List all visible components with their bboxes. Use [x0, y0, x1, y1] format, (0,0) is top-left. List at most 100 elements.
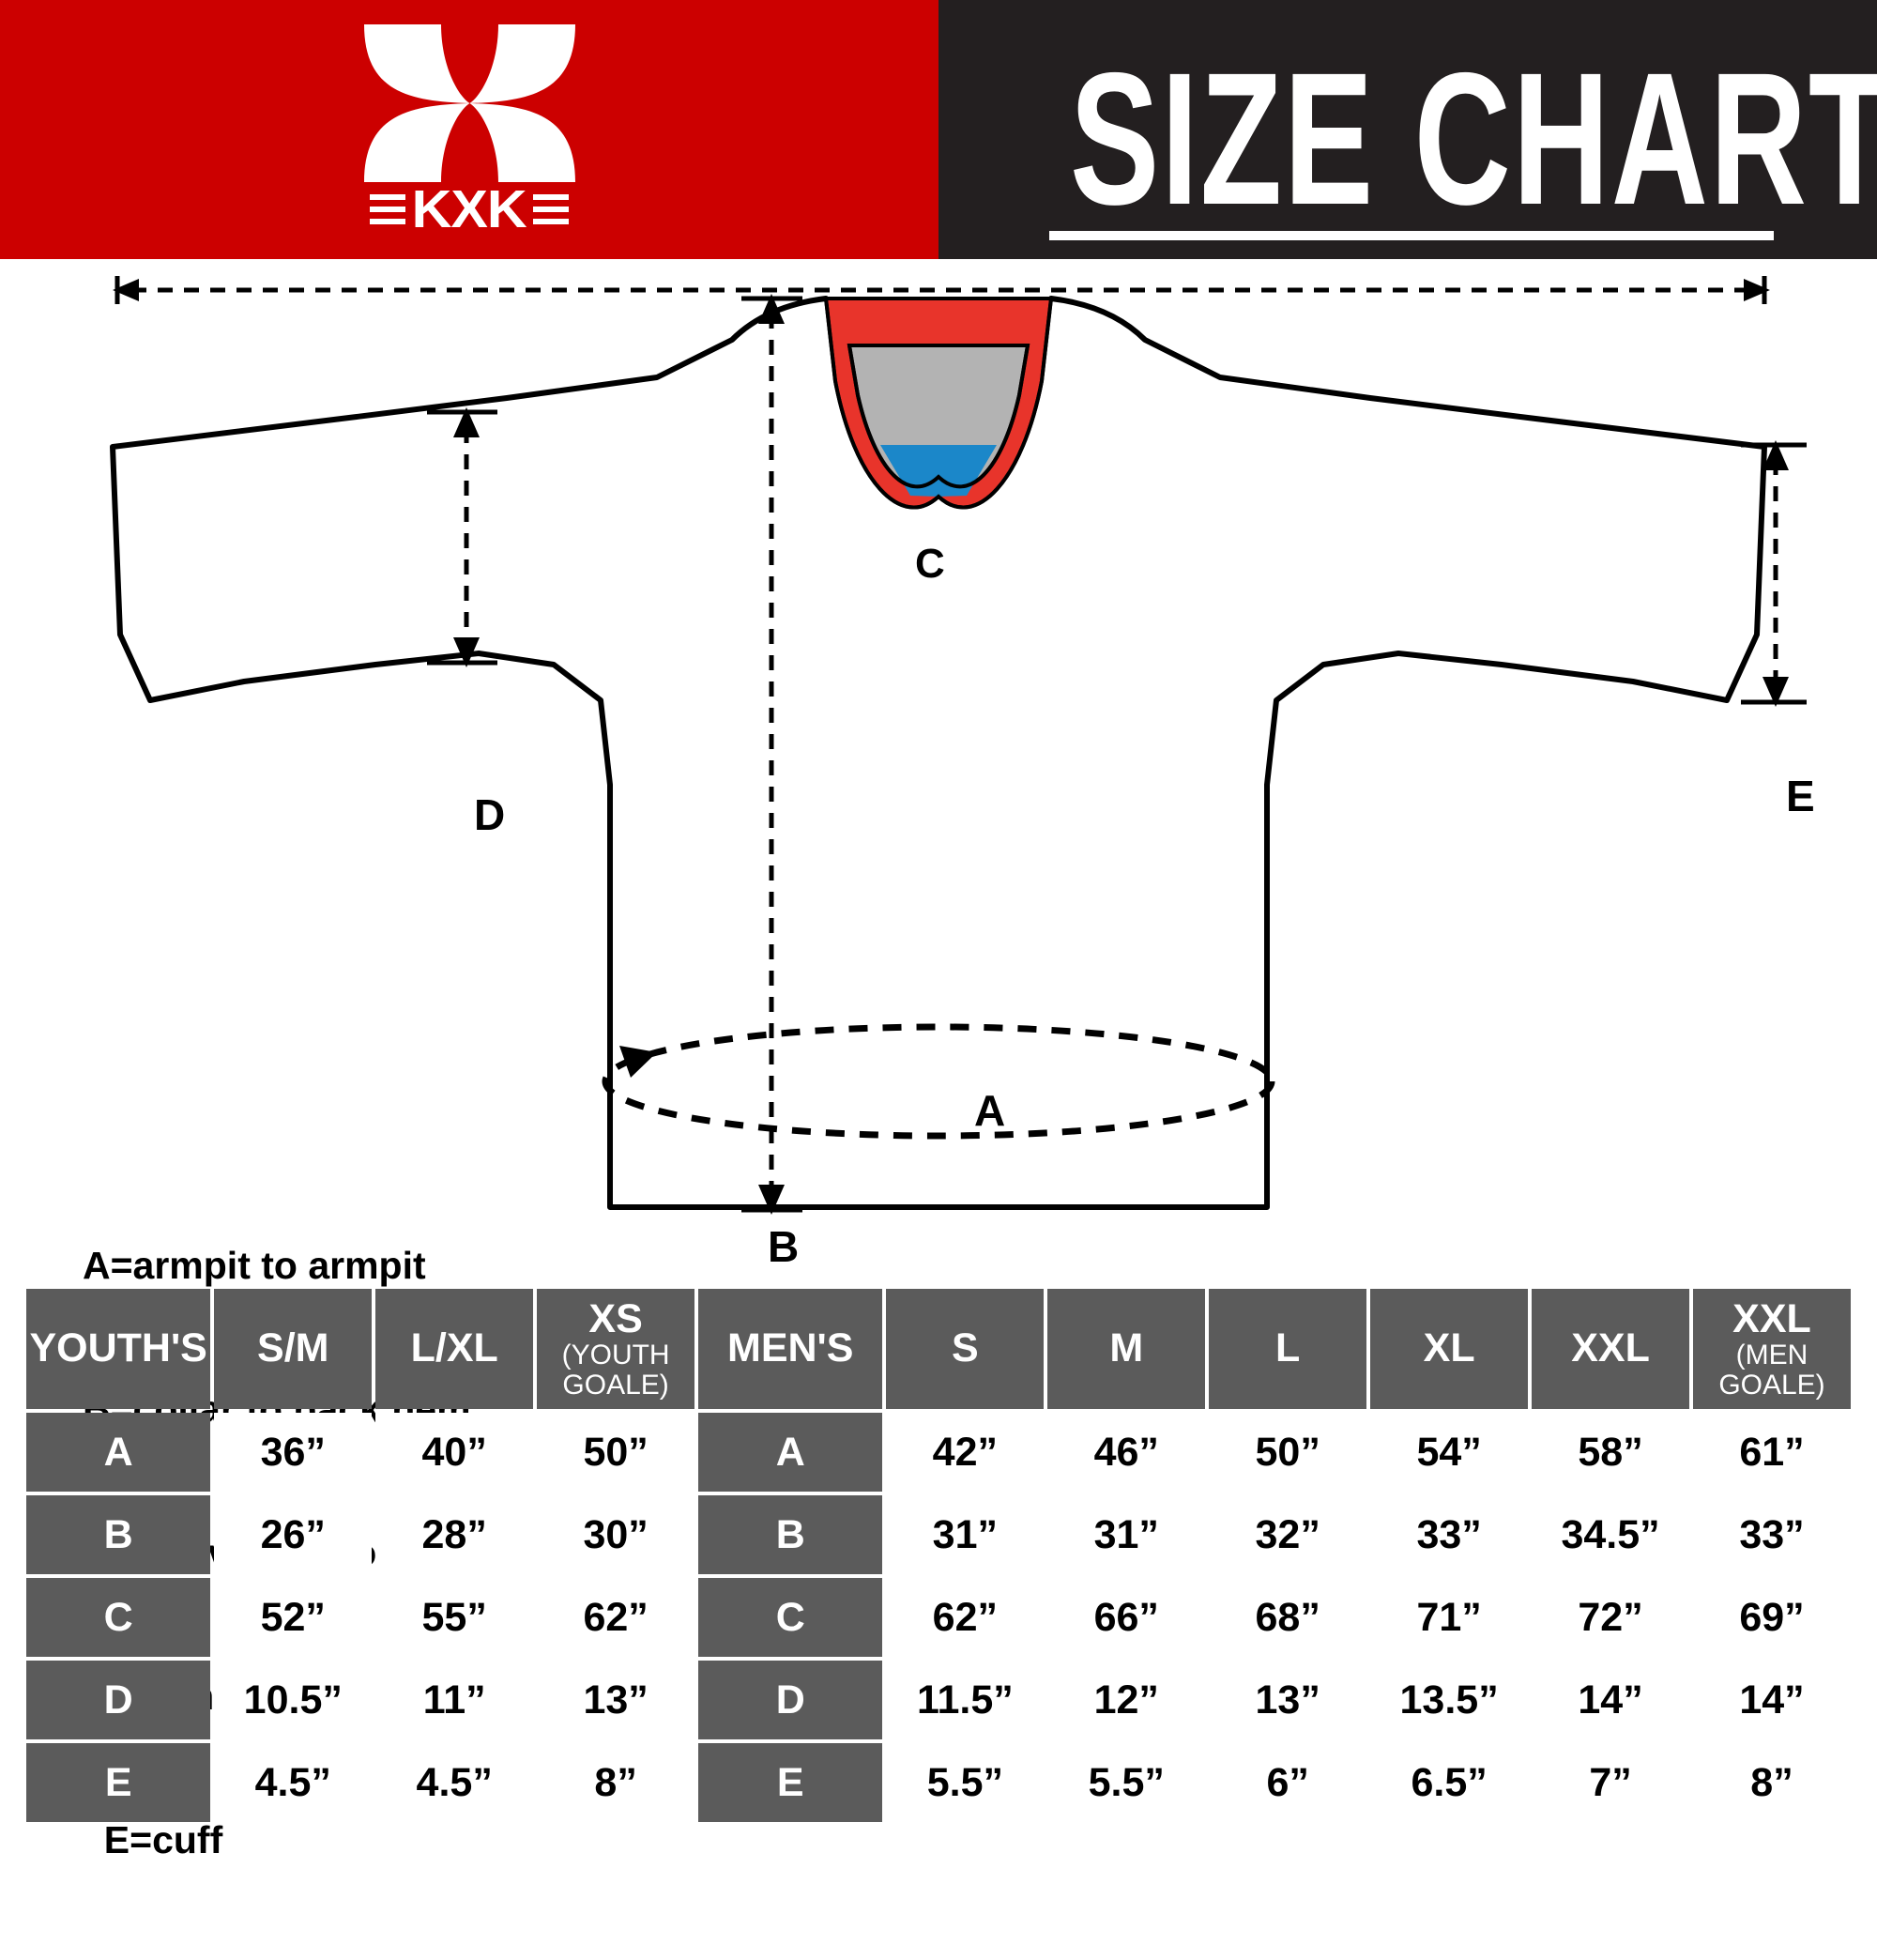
header-main-label: L — [1275, 1325, 1301, 1371]
size-table-container: YOUTH'S S/M L/XL XS (YOUTH GOALE) MEN'S S M L XL X… — [23, 1285, 1854, 1826]
header-main-label: S/M — [257, 1325, 329, 1371]
cell-youth-B-0: 26” — [214, 1495, 373, 1574]
header-mens-col-2: L — [1209, 1289, 1367, 1409]
cell-mens-A-5: 61” — [1693, 1413, 1851, 1492]
collar-outline-redraw — [823, 297, 1054, 510]
cell-mens-C-5: 69” — [1693, 1578, 1851, 1657]
cell-youth-B-2: 30” — [537, 1495, 695, 1574]
cell-youth-D-1: 11” — [375, 1661, 534, 1739]
header-main-label: XXL — [1732, 1295, 1811, 1341]
table-header-row: YOUTH'S S/M L/XL XS (YOUTH GOALE) MEN'S S M L XL X… — [26, 1289, 1851, 1409]
cell-mens-A-4: 58” — [1532, 1413, 1689, 1492]
cell-youth-A-1: 40” — [375, 1413, 534, 1492]
header-main-label: XXL — [1571, 1325, 1650, 1371]
dimension-D-arrow — [427, 407, 497, 667]
jersey-outline — [110, 296, 1767, 1210]
cell-youth-D-0: 10.5” — [214, 1661, 373, 1739]
cell-mens-E-5: 8” — [1693, 1743, 1851, 1822]
cell-mens-D-3: 13.5” — [1370, 1661, 1529, 1739]
header-mens-col-0: S — [886, 1289, 1045, 1409]
dimension-C-arrow — [113, 276, 1770, 304]
row-label-youth-A: A — [26, 1413, 211, 1492]
row-label-mens-E: E — [698, 1743, 883, 1822]
cell-youth-E-1: 4.5” — [375, 1743, 534, 1822]
cell-mens-E-4: 7” — [1532, 1743, 1689, 1822]
row-label-mens-A: A — [698, 1413, 883, 1492]
cell-youth-E-2: 8” — [537, 1743, 695, 1822]
legend-line-e: E=cuff — [83, 1818, 223, 1861]
row-label-mens-C: C — [698, 1578, 883, 1657]
header-mens-group: MEN'S — [698, 1289, 883, 1409]
jersey-diagram: C D E A B A=armpit to armpit B=collar to… — [0, 259, 1877, 1861]
header-mens-col-4: XXL — [1532, 1289, 1689, 1409]
cell-mens-A-0: 42” — [886, 1413, 1045, 1492]
cell-mens-E-0: 5.5” — [886, 1743, 1045, 1822]
header-main-label: L/XL — [410, 1325, 498, 1371]
table-row: A 36” 40” 50” A 42” 46” 50” 54” 58” 61” — [26, 1413, 1851, 1492]
size-table: YOUTH'S S/M L/XL XS (YOUTH GOALE) MEN'S S M L XL X… — [23, 1285, 1854, 1826]
cell-mens-B-1: 31” — [1047, 1495, 1206, 1574]
brand-wordmark-row: KXK — [343, 182, 596, 237]
cell-mens-B-4: 34.5” — [1532, 1495, 1689, 1574]
cell-mens-B-0: 31” — [886, 1495, 1045, 1574]
dimension-label-A: A — [974, 1086, 1006, 1135]
dimension-label-D: D — [474, 790, 506, 839]
dimension-E-arrow — [1741, 440, 1807, 707]
row-label-mens-D: D — [698, 1661, 883, 1739]
header-youth-col-2: XS (YOUTH GOALE) — [537, 1289, 695, 1409]
cell-mens-D-2: 13” — [1209, 1661, 1367, 1739]
cell-mens-B-5: 33” — [1693, 1495, 1851, 1574]
cell-mens-A-3: 54” — [1370, 1413, 1529, 1492]
header-youth-group: YOUTH'S — [26, 1289, 211, 1409]
legend-line-a: A=armpit to armpit — [83, 1244, 426, 1287]
brand-panel: KXK — [0, 0, 938, 259]
header-main-label: XS — [588, 1295, 643, 1341]
cell-mens-D-1: 12” — [1047, 1661, 1206, 1739]
cell-mens-E-1: 5.5” — [1047, 1743, 1206, 1822]
row-label-mens-B: B — [698, 1495, 883, 1574]
cell-mens-C-2: 68” — [1209, 1578, 1367, 1657]
cell-youth-E-0: 4.5” — [214, 1743, 373, 1822]
cell-youth-B-1: 28” — [375, 1495, 534, 1574]
cell-youth-C-1: 55” — [375, 1578, 534, 1657]
cell-mens-D-0: 11.5” — [886, 1661, 1045, 1739]
cell-mens-C-1: 66” — [1047, 1578, 1206, 1657]
row-label-youth-E: E — [26, 1743, 211, 1822]
cell-mens-E-2: 6” — [1209, 1743, 1367, 1822]
page-title: SIZE CHART — [1070, 34, 1877, 245]
table-row: B 26” 28” 30” B 31” 31” 32” 33” 34.5” 33” — [26, 1495, 1851, 1574]
cell-youth-D-2: 13” — [537, 1661, 695, 1739]
header-sub-label: (MEN GOALE) — [1718, 1340, 1825, 1401]
cell-mens-A-1: 46” — [1047, 1413, 1206, 1492]
dimension-B-arrow — [741, 294, 802, 1215]
cell-mens-C-4: 72” — [1532, 1578, 1689, 1657]
header-main-label: YOUTH'S — [29, 1325, 207, 1371]
row-label-youth-B: B — [26, 1495, 211, 1574]
logo-left-bars-icon — [370, 194, 406, 224]
cell-mens-E-3: 6.5” — [1370, 1743, 1529, 1822]
cell-mens-D-4: 14” — [1532, 1661, 1689, 1739]
header-youth-col-0: S/M — [214, 1289, 373, 1409]
cell-mens-C-0: 62” — [886, 1578, 1045, 1657]
header-mens-col-3: XL — [1370, 1289, 1529, 1409]
header-main-label: XL — [1423, 1325, 1475, 1371]
dimension-label-B: B — [768, 1222, 800, 1271]
table-row: C 52” 55” 62” C 62” 66” 68” 71” 72” 69” — [26, 1578, 1851, 1657]
cell-youth-C-0: 52” — [214, 1578, 373, 1657]
title-panel: SIZE CHART — [938, 0, 1877, 259]
cell-youth-C-2: 62” — [537, 1578, 695, 1657]
row-label-youth-C: C — [26, 1578, 211, 1657]
header-sub-label: (YOUTH GOALE) — [561, 1340, 670, 1401]
cell-youth-A-0: 36” — [214, 1413, 373, 1492]
cell-youth-A-2: 50” — [537, 1413, 695, 1492]
header-mens-col-5: XXL (MEN GOALE) — [1693, 1289, 1851, 1409]
table-row: E 4.5” 4.5” 8” E 5.5” 5.5” 6” 6.5” 7” 8” — [26, 1743, 1851, 1822]
header-mens-col-1: M — [1047, 1289, 1206, 1409]
header-main-label: M — [1109, 1325, 1144, 1371]
cell-mens-A-2: 50” — [1209, 1413, 1367, 1492]
cell-mens-D-5: 14” — [1693, 1661, 1851, 1739]
jersey-illustration — [110, 276, 1807, 1215]
table-row: D 10.5” 11” 13” D 11.5” 12” 13” 13.5” 14” 14” — [26, 1661, 1851, 1739]
page-header: KXK SIZE CHART — [0, 0, 1877, 259]
title-underline — [1049, 231, 1774, 240]
